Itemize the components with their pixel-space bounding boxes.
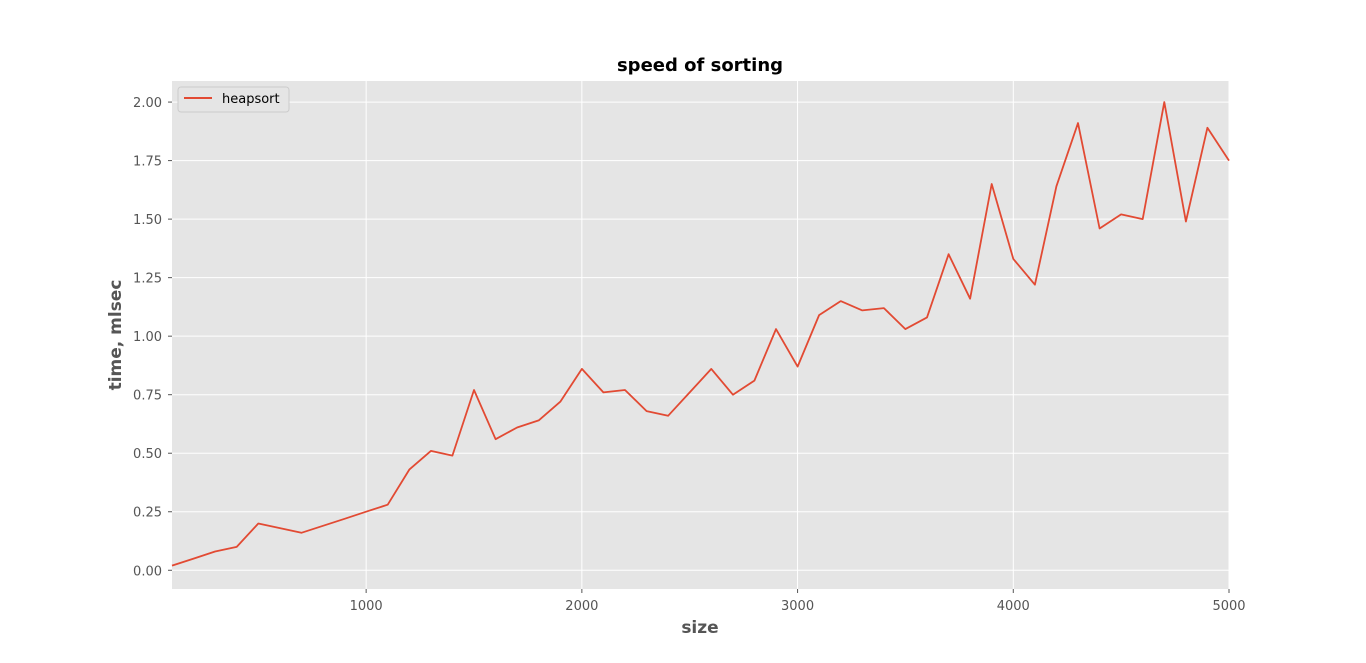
y-tick-label: 1.75: [133, 155, 162, 170]
legend-box: [177, 86, 290, 113]
grid-lines: [172, 81, 1230, 589]
x-tick-label: 4000: [997, 599, 1030, 614]
x-axis-ticks: 1000 2000 3000 4000 5000: [350, 589, 1246, 614]
series-line-heapsort: [171, 101, 1230, 567]
x-tick-label: 3000: [781, 599, 814, 614]
y-tick-label: 0.00: [133, 564, 162, 579]
y-tick-label: 2.00: [133, 96, 162, 111]
y-tick-label: 0.75: [133, 389, 162, 404]
chart-title: speed of sorting: [617, 55, 783, 76]
y-tick-label: 1.50: [133, 213, 162, 228]
y-tick-label: 1.25: [133, 272, 162, 287]
legend: heapsort: [177, 86, 290, 113]
y-axis-ticks: 0.00 0.25 0.50 0.75 1.00 1.25 1.50 1.75 2.00: [133, 96, 172, 579]
legend-label-heapsort: heapsort: [222, 92, 280, 107]
series-lines: [171, 101, 1230, 567]
y-axis-label: time, mlsec: [106, 280, 126, 391]
y-tick-label: 0.50: [133, 447, 162, 462]
x-tick-label: 1000: [350, 599, 383, 614]
plot-area: [172, 81, 1229, 589]
x-axis-label: size: [681, 618, 718, 638]
x-tick-label: 2000: [565, 599, 598, 614]
y-tick-label: 1.00: [133, 330, 162, 345]
x-tick-label: 5000: [1212, 599, 1245, 614]
y-tick-label: 0.25: [133, 506, 162, 521]
